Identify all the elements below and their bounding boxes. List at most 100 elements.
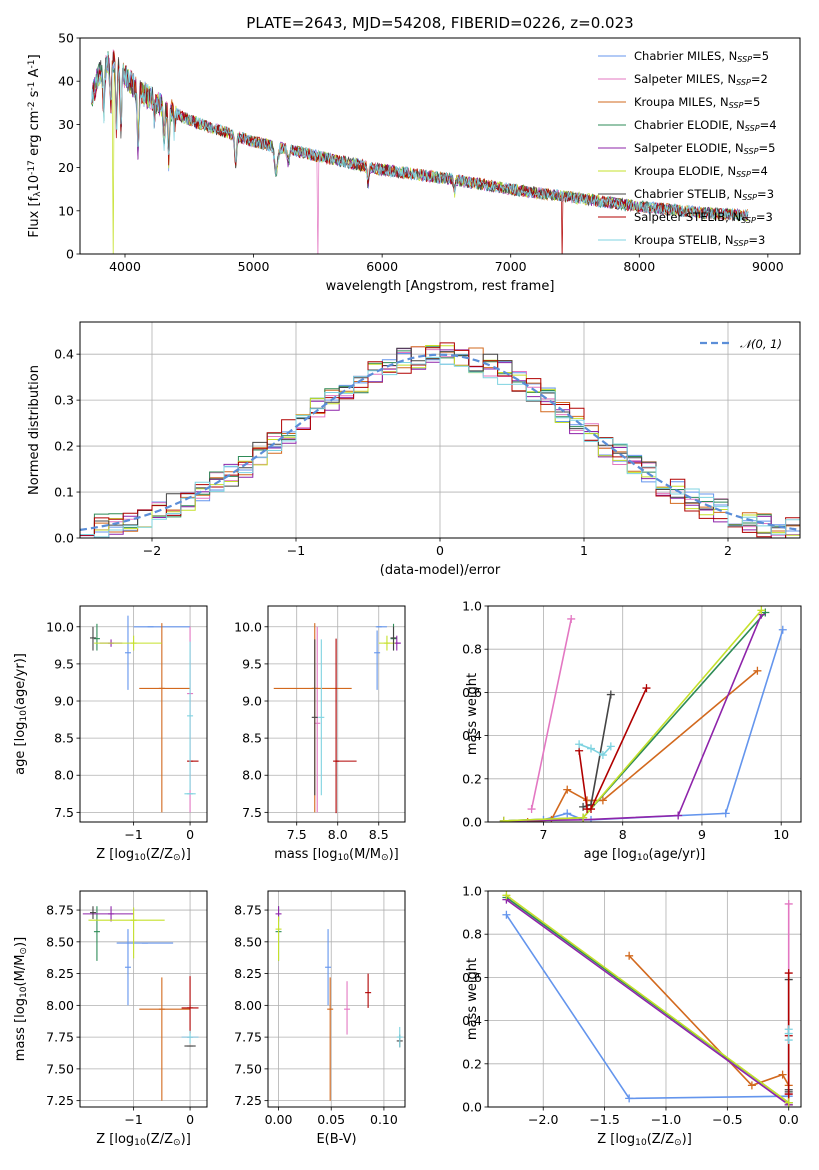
y-tick-label: 8.0 bbox=[242, 768, 262, 783]
weight-marker bbox=[575, 740, 584, 749]
y-tick-label: 9.5 bbox=[54, 656, 74, 671]
axes-frame bbox=[487, 890, 802, 1108]
y-tick-label: 20 bbox=[58, 160, 74, 175]
x-axis-label: Z [log10(Z/Z⊙)] bbox=[597, 1132, 692, 1148]
x-tick-label: 10 bbox=[773, 827, 789, 842]
errorbar-point bbox=[181, 1030, 199, 1044]
y-tick-label: 7.5 bbox=[242, 805, 262, 820]
y-tick-label: 0.2 bbox=[462, 1056, 482, 1071]
y-tick-label: 8.75 bbox=[234, 903, 262, 918]
x-tick-label: 8 bbox=[619, 827, 627, 842]
Z_vs_weight-plot-area bbox=[502, 891, 793, 1107]
y-tick-label: 10.0 bbox=[234, 619, 262, 634]
Z_vs_mass-ticks: −1 0 7.25 7.50 7.75 8.00 8.25 8.50 8.75 bbox=[46, 903, 194, 1127]
weight-line bbox=[505, 898, 790, 1106]
x-tick-label: 4000 bbox=[109, 259, 141, 274]
axes-frame bbox=[79, 321, 801, 539]
spectrum-plot-area bbox=[91, 49, 749, 254]
legend-entry: Chabrier ELODIE, NSSP=4 bbox=[634, 118, 777, 133]
errorbar-point bbox=[327, 977, 334, 1101]
y-axis-label: mass [log10(M/M⊙)] bbox=[13, 937, 29, 1061]
weight-marker bbox=[625, 1094, 634, 1103]
histogram-step bbox=[80, 347, 800, 536]
x-axis-label: wavelength [Angstrom, rest frame] bbox=[326, 279, 555, 294]
errorbar-point bbox=[378, 635, 396, 651]
x-tick-label: 8.0 bbox=[328, 827, 348, 842]
y-tick-label: 7.5 bbox=[54, 805, 74, 820]
weight-marker bbox=[784, 1025, 793, 1034]
gaussian-curve bbox=[80, 353, 800, 531]
errorbar-point bbox=[365, 973, 372, 1008]
y-tick-label: 8.75 bbox=[46, 903, 74, 918]
x-tick-label: 7000 bbox=[495, 259, 527, 274]
errorbar-point bbox=[396, 1026, 403, 1048]
y-tick-label: 9.0 bbox=[242, 694, 262, 709]
weight-series bbox=[499, 606, 766, 822]
y-tick-label: 0.4 bbox=[462, 1013, 482, 1028]
weight-marker bbox=[753, 666, 762, 675]
x-tick-label: 0.0 bbox=[779, 1112, 799, 1127]
weight-marker bbox=[721, 809, 730, 818]
mass_vs_age-plot-area bbox=[273, 623, 401, 814]
axes-frame bbox=[79, 890, 208, 1108]
x-tick-label: 2 bbox=[724, 543, 732, 558]
spectrum-legend: Chabrier MILES, NSSP=5 Salpeter MILES, NS… bbox=[598, 49, 777, 248]
y-tick-label: 8.50 bbox=[234, 934, 262, 949]
y-axis-label: Normed distribution bbox=[27, 365, 42, 495]
y-tick-label: 7.25 bbox=[46, 1093, 74, 1108]
weight-series bbox=[784, 1025, 793, 1045]
weight-marker bbox=[757, 606, 766, 615]
x-tick-label: 0.05 bbox=[317, 1112, 345, 1127]
x-tick-label: −2.0 bbox=[528, 1112, 558, 1127]
age_vs_weight-panel: 7 8 9 10 0.0 0.2 0.4 0.6 0.8 1.0 age [log10(age/yr… bbox=[462, 599, 802, 863]
mass_vs_age-ticks: 7.5 8.0 8.5 7.5 8.0 8.5 9.0 9.5 10.0 bbox=[234, 619, 389, 842]
y-tick-label: 7.50 bbox=[234, 1061, 262, 1076]
weight-marker bbox=[598, 751, 607, 760]
x-axis-label: Z [log10(Z/Z⊙)] bbox=[96, 1132, 191, 1148]
weight-marker bbox=[778, 625, 787, 634]
y-tick-label: 8.00 bbox=[234, 998, 262, 1013]
errorbar-point bbox=[187, 641, 194, 791]
y-tick-label: 50 bbox=[58, 31, 74, 46]
errorbar-point bbox=[311, 639, 318, 796]
x-tick-label: 0 bbox=[436, 543, 444, 558]
y-tick-label: 10 bbox=[58, 203, 74, 218]
y-axis-label: Flux [fλ10-17 erg cm-2 s-1 A-1] bbox=[27, 54, 43, 237]
y-tick-label: 0.0 bbox=[462, 815, 482, 830]
weight-series bbox=[502, 895, 793, 1107]
axes-frame bbox=[487, 605, 802, 823]
x-tick-label: 8000 bbox=[623, 259, 655, 274]
weight-marker bbox=[563, 785, 572, 794]
y-tick-label: 1.0 bbox=[462, 599, 482, 614]
errorbar-point bbox=[89, 626, 96, 651]
weight-series bbox=[502, 893, 793, 1107]
histogram-step bbox=[80, 342, 800, 538]
x-tick-label: 8.5 bbox=[369, 827, 389, 842]
weight-line bbox=[527, 670, 758, 822]
y-tick-label: 8.25 bbox=[46, 966, 74, 981]
y-tick-label: 0.3 bbox=[54, 393, 74, 408]
residuals-legend: 𝒩(0, 1) bbox=[700, 337, 782, 351]
x-tick-label: 1 bbox=[580, 543, 588, 558]
weight-marker bbox=[784, 969, 793, 978]
y-axis-label: age [log10(age/yr)] bbox=[13, 653, 29, 775]
y-tick-label: 7.25 bbox=[234, 1093, 262, 1108]
residuals-ticks: −2 −1 0 1 2 0.0 0.1 0.2 0.3 0.4 bbox=[54, 347, 732, 558]
errorbar-point bbox=[181, 976, 199, 1034]
ebv_vs_mass-panel: 0.00 0.05 0.10 7.25 7.50 7.75 8.00 8.25 8.50 8.75… bbox=[234, 890, 406, 1147]
x-tick-label: 7.5 bbox=[287, 827, 307, 842]
weight-line bbox=[503, 614, 763, 822]
weight-marker bbox=[567, 614, 576, 623]
x-tick-label: −2 bbox=[143, 543, 161, 558]
weight-line bbox=[503, 611, 766, 822]
x-tick-label: 0.00 bbox=[265, 1112, 293, 1127]
residuals-plot-area bbox=[80, 342, 800, 538]
x-tick-label: 0 bbox=[186, 827, 194, 842]
y-tick-label: 0.8 bbox=[462, 927, 482, 942]
y-tick-label: 8.50 bbox=[46, 934, 74, 949]
weight-marker bbox=[499, 816, 508, 822]
errorbar-point bbox=[124, 615, 131, 690]
legend-entry: Salpeter MILES, NSSP=2 bbox=[634, 72, 768, 87]
x-tick-label: −1.5 bbox=[589, 1112, 619, 1127]
